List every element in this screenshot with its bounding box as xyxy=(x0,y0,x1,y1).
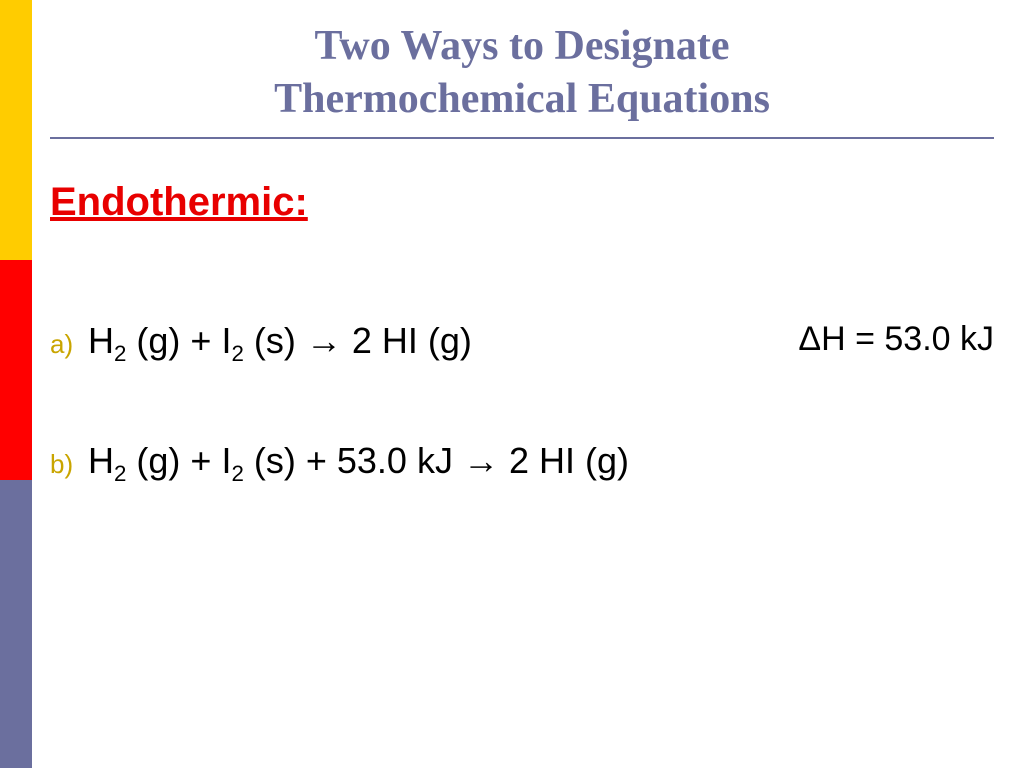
slide-title: Two Ways to Designate Thermochemical Equ… xyxy=(50,20,994,125)
title-underline xyxy=(50,137,994,139)
delta-h-a: ΔH = 53.0 kJ xyxy=(798,320,994,359)
section-heading: Endothermic: xyxy=(50,180,308,225)
accent-bar-yellow xyxy=(0,0,32,260)
accent-bar-blue xyxy=(0,480,32,768)
list-marker-a: a) xyxy=(50,329,88,360)
list-item-a: a) H2 (g) + I2 (s) → 2 HI (g) ΔH = 53.0 … xyxy=(50,320,994,367)
title-line-2: Thermochemical Equations xyxy=(274,76,770,122)
equation-a: H2 (g) + I2 (s) → 2 HI (g) xyxy=(88,320,472,367)
accent-bar-red xyxy=(0,260,32,480)
title-line-1: Two Ways to Designate xyxy=(315,23,730,69)
list-item-b: b) H2 (g) + I2 (s) + 53.0 kJ → 2 HI (g) xyxy=(50,440,994,487)
equation-b: H2 (g) + I2 (s) + 53.0 kJ → 2 HI (g) xyxy=(88,440,629,487)
title-block: Two Ways to Designate Thermochemical Equ… xyxy=(50,20,994,139)
accent-sidebar xyxy=(0,0,32,768)
list-marker-b: b) xyxy=(50,449,88,480)
